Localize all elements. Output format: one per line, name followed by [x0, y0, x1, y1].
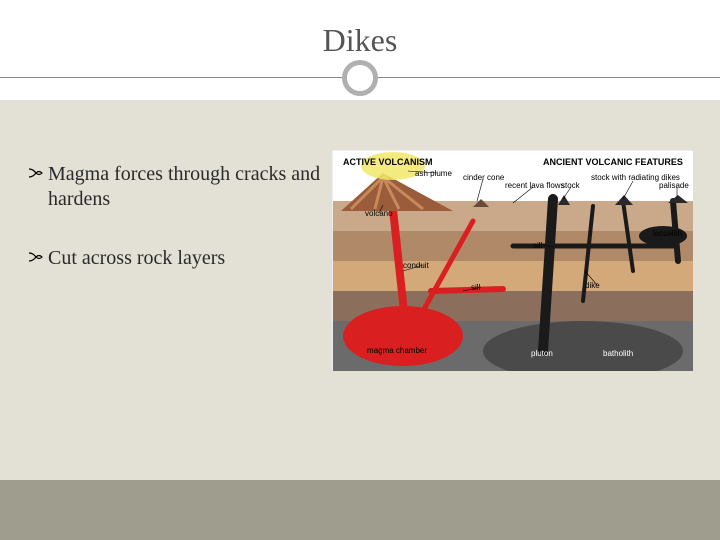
- bullet-text: Magma forces through cracks and hardens: [48, 162, 332, 212]
- diagram-label: stock: [561, 181, 580, 190]
- bullet-item: Cut across rock layers: [28, 246, 332, 271]
- diagram-header: ANCIENT VOLCANIC FEATURES: [543, 157, 683, 167]
- volcanic-diagram: ACTIVE VOLCANISM ANCIENT VOLCANIC FEATURE…: [332, 150, 692, 370]
- diagram-label: conduit: [403, 261, 429, 270]
- bullet-arrow-icon: [28, 250, 44, 264]
- diagram-label: pluton: [531, 349, 553, 358]
- diagram-label: laccolith: [653, 229, 682, 238]
- bullet-arrow-icon: [28, 166, 44, 180]
- footer: [0, 480, 720, 540]
- diagram-label: ash plume: [415, 169, 452, 178]
- diagram-label: cinder cone: [463, 173, 504, 182]
- bullet-item: Magma forces through cracks and hardens: [28, 162, 332, 212]
- diagram-header: ACTIVE VOLCANISM: [343, 157, 433, 167]
- diagram-label: sill: [471, 283, 480, 292]
- slide-title: Dikes: [0, 0, 720, 59]
- diagram-label: sill: [533, 241, 542, 250]
- diagram-label: volcano: [365, 209, 393, 218]
- diagram-label: dike: [585, 281, 600, 290]
- text-column: Magma forces through cracks and hardens …: [28, 150, 332, 460]
- body: Magma forces through cracks and hardens …: [0, 100, 720, 480]
- circle-icon: [342, 60, 378, 96]
- diagram-label: magma chamber: [367, 346, 427, 355]
- header: Dikes: [0, 0, 720, 100]
- diagram-label: recent lava flows: [505, 181, 565, 190]
- bullet-text: Cut across rock layers: [48, 246, 225, 271]
- diagram-column: ACTIVE VOLCANISM ANCIENT VOLCANIC FEATURE…: [332, 150, 692, 460]
- slide: Dikes Magma forces through cracks and ha…: [0, 0, 720, 540]
- diagram-label: palisade: [659, 181, 689, 190]
- diagram-label: batholith: [603, 349, 633, 358]
